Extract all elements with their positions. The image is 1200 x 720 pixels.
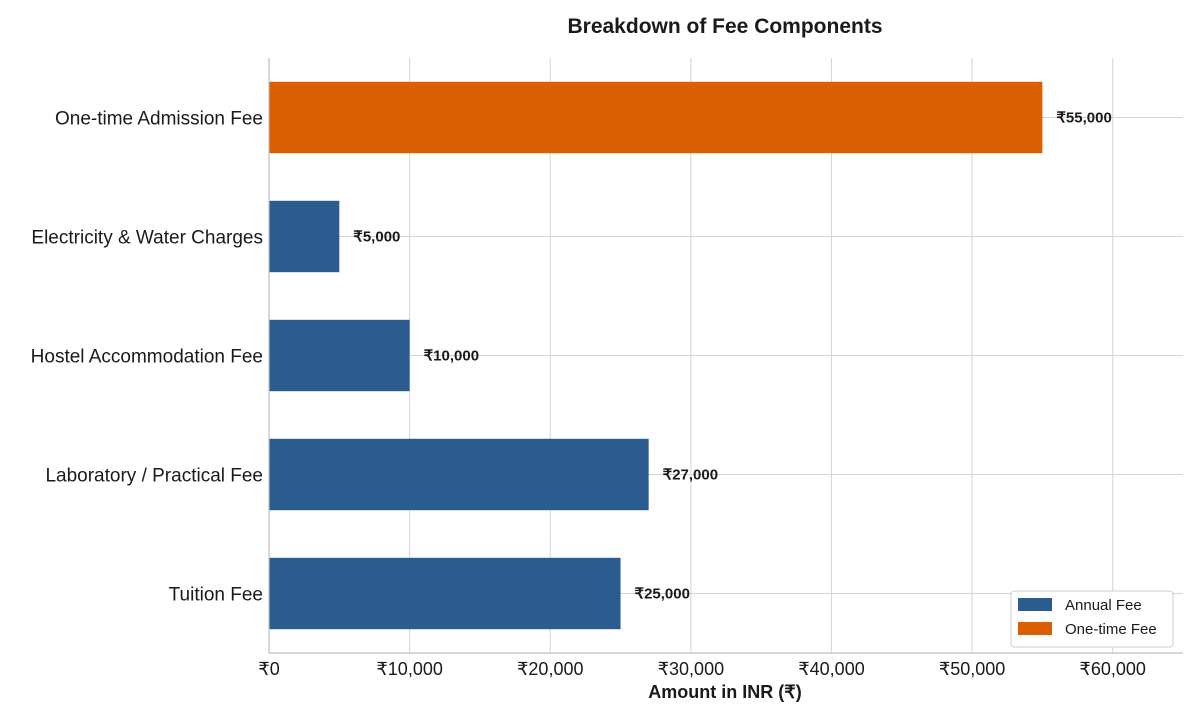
bar-value-label: ₹55,000 — [1056, 110, 1111, 127]
bar-value-label: ₹25,000 — [635, 586, 690, 603]
category-label: Hostel Accommodation Fee — [31, 347, 263, 368]
bar-value-label: ₹27,000 — [663, 467, 718, 484]
x-tick-label: ₹40,000 — [798, 659, 865, 679]
bars-layer: ₹25,000 ₹27,000 ₹10,000 ₹5,000 ₹55,000 — [269, 81, 1112, 630]
legend-swatch-annual — [1018, 598, 1052, 611]
bar — [269, 200, 340, 273]
bar-value-label: ₹5,000 — [353, 229, 400, 246]
x-tick-label: ₹0 — [258, 659, 279, 679]
bar-value-label: ₹10,000 — [424, 348, 479, 365]
legend-swatch-onetime — [1018, 622, 1052, 635]
legend-label-annual: Annual Fee — [1065, 597, 1142, 614]
x-tick-label: ₹20,000 — [517, 659, 584, 679]
x-tick-label: ₹10,000 — [376, 659, 443, 679]
bar — [269, 319, 410, 392]
x-tick-label: ₹50,000 — [939, 659, 1006, 679]
x-axis-title: Amount in INR (₹) — [648, 682, 801, 702]
bar — [269, 557, 621, 630]
bar — [269, 81, 1043, 154]
category-label: Tuition Fee — [169, 585, 263, 606]
category-label: Laboratory / Practical Fee — [45, 466, 263, 487]
chart-title: Breakdown of Fee Components — [567, 15, 882, 38]
category-label: Electricity & Water Charges — [31, 228, 263, 249]
bar — [269, 438, 649, 511]
category-label: One-time Admission Fee — [55, 109, 263, 130]
x-tick-label: ₹60,000 — [1079, 659, 1146, 679]
x-tick-label: ₹30,000 — [658, 659, 725, 679]
axis-layer: ₹0 ₹10,000 ₹20,000 ₹30,000 ₹40,000 ₹50,000 ₹60… — [31, 58, 1183, 679]
legend-label-onetime: One-time Fee — [1065, 621, 1157, 638]
legend: Annual Fee One-time Fee — [1010, 590, 1174, 648]
